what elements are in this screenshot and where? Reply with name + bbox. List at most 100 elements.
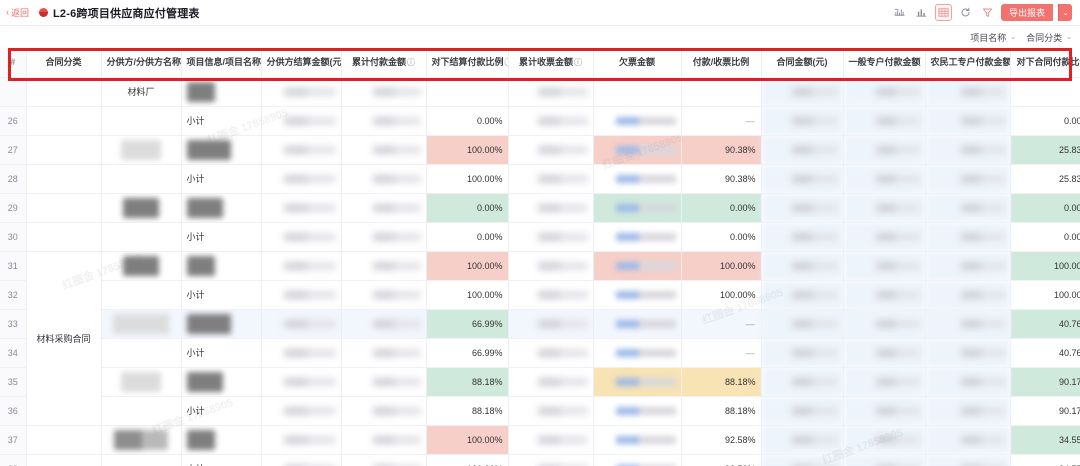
cell-project: 小计 <box>181 106 262 136</box>
table-row[interactable]: 37 100.00% 92.58% 34.55% <box>0 425 1080 455</box>
cell-category <box>26 164 102 194</box>
cell-pay-inv-ratio: — <box>681 309 762 339</box>
filter-contract-category[interactable]: 合同分类 ⌄ <box>1026 31 1072 44</box>
cell-supplier: 材料厂 <box>101 77 182 107</box>
cell-worker-acct <box>925 396 1011 426</box>
back-button[interactable]: ‹ 返回 <box>6 6 29 19</box>
col-header-project[interactable]: 项目信息/项目名称 <box>181 48 262 78</box>
filter-project-name[interactable]: 项目名称 ⌄ <box>970 31 1016 44</box>
cell-general-acct <box>843 338 926 368</box>
cell-paid-amt <box>341 425 427 455</box>
cell-worker-acct <box>925 454 1011 466</box>
col-header-contract-amt[interactable]: 合同金额(元) <box>761 48 844 78</box>
cell-invoice-amt <box>508 135 594 165</box>
refresh-icon[interactable] <box>956 4 974 21</box>
cell-category <box>26 454 102 466</box>
col-header-invoice-amt[interactable]: 累计收票金额ⓘ <box>508 48 594 78</box>
col-header-pay-inv-ratio[interactable]: 付款/收票比例 <box>681 48 762 78</box>
info-icon[interactable]: ⓘ <box>407 57 415 67</box>
cell-contract-ratio: 0.00% <box>1010 193 1080 223</box>
cell-worker-acct <box>925 164 1011 194</box>
table-row[interactable]: 32 小计 100.00% 100.00% 100.00% <box>0 280 1080 310</box>
col-header-settle-amt[interactable]: 分供方结算金额(元)ⓘ <box>261 48 342 78</box>
info-icon[interactable]: ⓘ <box>505 58 507 67</box>
cell-paid-amt <box>341 193 427 223</box>
col-header-worker-acct[interactable]: 农民工专户付款金额 <box>925 48 1011 78</box>
table-row[interactable]: 28 小计 100.00% 90.38% 25.83% <box>0 164 1080 194</box>
export-report-button[interactable]: 导出报表 <box>1000 4 1053 21</box>
col-header-rownum[interactable]: # <box>0 48 27 78</box>
info-icon[interactable]: ⓘ <box>574 57 582 67</box>
table-row[interactable]: 29 0.00% 0.00% 0.00% <box>0 193 1080 223</box>
cell-pay-inv-ratio: 90.38% <box>681 135 762 165</box>
cell-contract-amt <box>761 77 844 107</box>
table-row[interactable]: 34 小计 66.99% — 40.76% <box>0 338 1080 368</box>
horizontal-scrollbar[interactable] <box>0 462 1080 466</box>
col-header-paid-amt[interactable]: 累计付款金额ⓘ <box>341 48 427 78</box>
table-row[interactable]: 材料厂 <box>0 77 1080 107</box>
cell-contract-ratio: 40.76% <box>1010 338 1080 368</box>
cell-worker-acct <box>925 106 1011 136</box>
cell-invoice-amt <box>508 367 594 397</box>
row-number: 30 <box>0 222 27 252</box>
table-row[interactable]: 33 66.99% — 40.76% <box>0 309 1080 339</box>
table-row[interactable]: 38 小计 100.00% 92.58% 34.55% <box>0 454 1080 466</box>
table-row[interactable]: 36 小计 88.18% 88.18% 90.17% <box>0 396 1080 426</box>
cell-contract-ratio <box>1010 77 1080 107</box>
cell-contract-ratio: 25.83% <box>1010 164 1080 194</box>
row-number: 34 <box>0 338 27 368</box>
col-header-contract-ratio[interactable]: 对下合同付款比例 <box>1010 48 1080 78</box>
table-container[interactable]: 红圈金 17858905 红圈金 17858905 红圈金 17858905 红… <box>0 48 1080 466</box>
cell-worker-acct <box>925 338 1011 368</box>
table-row[interactable]: 30 小计 0.00% 0.00% 0.00% <box>0 222 1080 252</box>
cell-invoice-amt <box>508 309 594 339</box>
col-header-pay-ratio[interactable]: 对下结算付款比例ⓘ <box>426 48 509 78</box>
col-header-category[interactable]: 合同分类 <box>26 48 102 78</box>
cell-general-acct <box>843 251 926 281</box>
cell-general-acct <box>843 396 926 426</box>
table-row[interactable]: 26 小计 0.00% — 0.00% <box>0 106 1080 136</box>
cell-supplier <box>101 396 182 426</box>
cell-contract-amt <box>761 164 844 194</box>
cell-settle-amt <box>261 106 342 136</box>
cell-pay-ratio: 100.00% <box>426 425 509 455</box>
col-header-supplier[interactable]: 分供方/分供方名称 <box>101 48 182 78</box>
page-title: L2-6跨项目供应商应付管理表 <box>53 7 200 20</box>
cell-settle-amt <box>261 222 342 252</box>
cell-pay-inv-ratio: 90.38% <box>681 164 762 194</box>
cell-invoice-amt <box>508 77 594 107</box>
export-dropdown-caret-icon[interactable]: ⌄ <box>1058 4 1072 21</box>
col-header-owe-invoice[interactable]: 欠票金额 <box>593 48 682 78</box>
table-body: 材料厂26小计0.00%—0.00%27100.00%90.38%25.83%2… <box>0 77 1080 466</box>
chart-icon[interactable] <box>912 4 930 21</box>
filter-icon[interactable] <box>978 4 996 21</box>
table-icon[interactable] <box>934 4 952 21</box>
cell-contract-ratio: 90.17% <box>1010 367 1080 397</box>
analysis-icon[interactable] <box>890 4 908 21</box>
header-row: # 合同分类 分供方/分供方名称 项目信息/项目名称 分供方结算金额(元)ⓘ 累… <box>0 48 1080 78</box>
cell-pay-inv-ratio <box>681 77 762 107</box>
brand-logo-icon <box>39 8 49 17</box>
cell-paid-amt <box>341 77 427 107</box>
cell-worker-acct <box>925 77 1011 107</box>
table-row[interactable]: 35 88.18% 88.18% 90.17% <box>0 367 1080 397</box>
cell-owe-invoice <box>593 164 682 194</box>
cell-contract-ratio: 0.00% <box>1010 106 1080 136</box>
row-number: 33 <box>0 309 27 339</box>
cell-category: 材料采购合同 <box>26 251 102 426</box>
cell-supplier <box>101 425 182 455</box>
cell-project: 小计 <box>181 222 262 252</box>
cell-general-acct <box>843 193 926 223</box>
cell-contract-amt <box>761 367 844 397</box>
row-number: 27 <box>0 135 27 165</box>
cell-pay-inv-ratio: 88.18% <box>681 396 762 426</box>
table-row[interactable]: 27 100.00% 90.38% 25.83% <box>0 135 1080 165</box>
cell-paid-amt <box>341 222 427 252</box>
cell-settle-amt <box>261 309 342 339</box>
cell-pay-ratio: 100.00% <box>426 251 509 281</box>
cell-pay-ratio: 0.00% <box>426 193 509 223</box>
cell-general-acct <box>843 106 926 136</box>
cell-pay-inv-ratio: — <box>681 338 762 368</box>
col-header-general-acct[interactable]: 一般专户付款金额 <box>843 48 926 78</box>
